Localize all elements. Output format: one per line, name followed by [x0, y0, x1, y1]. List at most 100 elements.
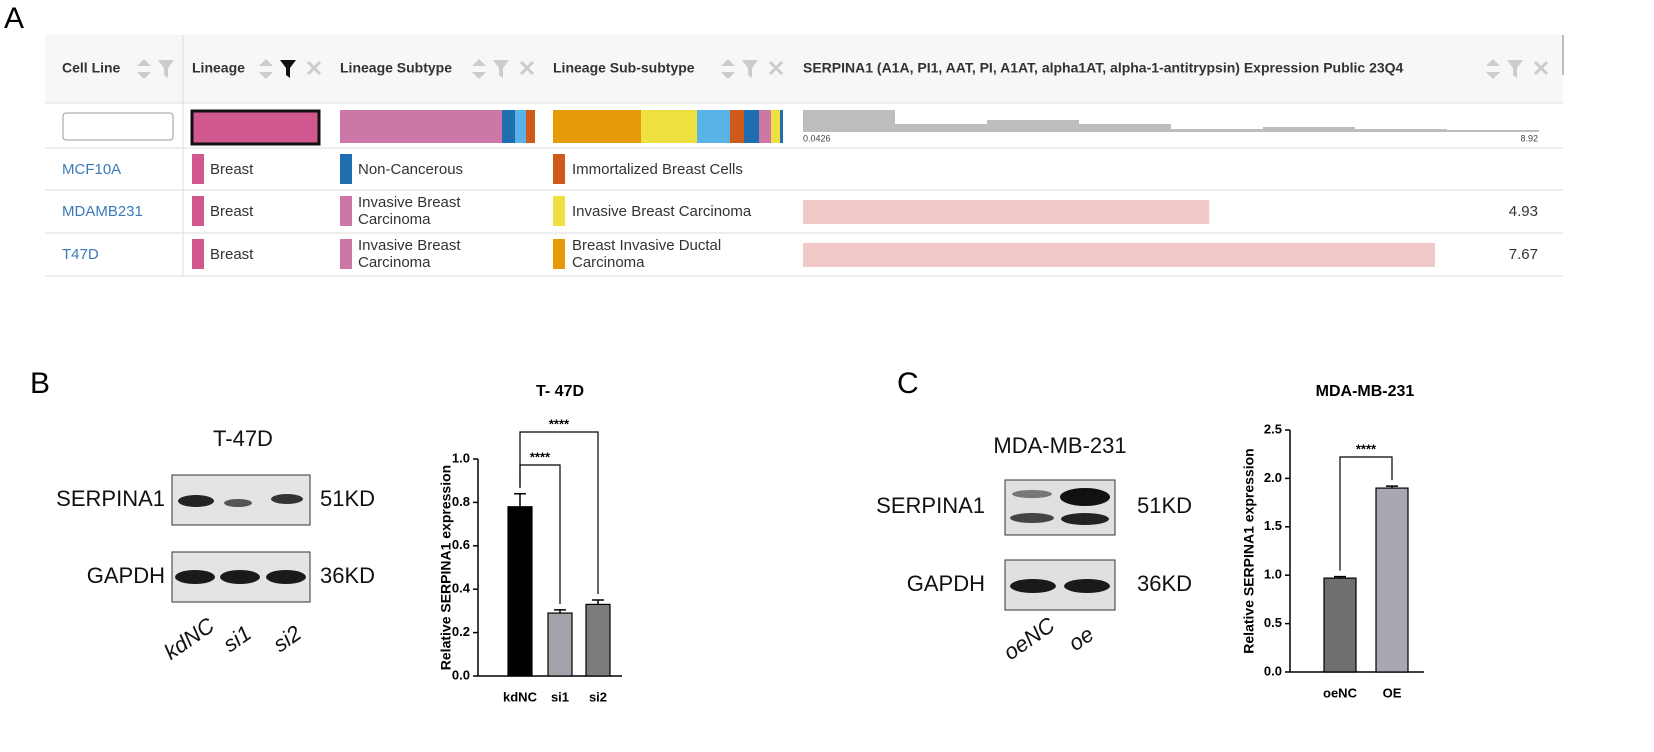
- y-axis-label: Relative SERPINA1 expression: [1241, 448, 1257, 653]
- subsubtype: Breast Invasive Ductal Carcinoma: [572, 237, 722, 271]
- chart-title: T- 47D: [536, 383, 584, 400]
- sort-filter-icons[interactable]: [137, 59, 1549, 79]
- y-axis-label: Relative SERPINA1 expression: [438, 465, 454, 670]
- lane-label: si2: [268, 620, 305, 657]
- protein-label: GAPDH: [87, 563, 165, 588]
- chart-title: MDA-MB-231: [1316, 383, 1415, 400]
- lineage: Breast: [210, 202, 254, 220]
- x-tick-label: kdNC: [503, 689, 538, 704]
- cell-line-link: MDAMB231: [62, 202, 143, 220]
- filter-input[interactable]: [62, 112, 174, 141]
- lineage-box: Breast: [210, 245, 254, 263]
- cell-line-link-box: T47D: [62, 246, 99, 263]
- subtype: Invasive Breast Carcinoma: [358, 194, 461, 228]
- lineage-swatch: [192, 154, 204, 184]
- band: [266, 570, 306, 584]
- y-tick-label: 2.0: [1264, 470, 1282, 485]
- protein-label: GAPDH: [907, 571, 985, 596]
- lane-label: oe: [1064, 621, 1098, 656]
- y-tick-label: 0.0: [452, 667, 470, 682]
- error-bar: [1386, 485, 1398, 489]
- band: [224, 499, 252, 507]
- subsubtype-filter[interactable]: [553, 110, 783, 143]
- lineage-box: Breast: [210, 202, 254, 220]
- blot-title: T-47D: [213, 426, 273, 451]
- subtype-swatch: [340, 196, 352, 226]
- lane-label: si1: [218, 620, 255, 657]
- y-tick-label: 0.4: [452, 581, 471, 596]
- y-tick-label: 0.8: [452, 494, 470, 509]
- bar: [547, 612, 573, 677]
- expression-bar: [803, 200, 1210, 224]
- cell-line-link-box: MDAMB231: [62, 202, 143, 220]
- bar: [507, 506, 533, 677]
- y-tick-label: 2.5: [1264, 421, 1282, 436]
- size-label: 36KD: [320, 563, 375, 588]
- size-label: 36KD: [1137, 571, 1192, 596]
- column-header: Lineage Sub-subtype: [553, 60, 695, 76]
- column-header: Lineage Subtype: [340, 60, 452, 76]
- y-tick-label: 0.5: [1264, 615, 1282, 630]
- subtype-box: Non-Cancerous: [358, 160, 464, 178]
- lineage-filter[interactable]: [190, 109, 321, 146]
- subsubtype-box: Breast Invasive Ductal Carcinoma: [572, 237, 722, 271]
- band: [1010, 513, 1054, 523]
- range-max: 8.92: [1520, 133, 1538, 143]
- cell-line-link-box: MCF10A: [62, 160, 122, 178]
- subsubtype-swatch: [553, 196, 565, 226]
- y-tick-label: 1.0: [1264, 567, 1282, 582]
- expression-bar: [803, 243, 1436, 267]
- lineage: Breast: [210, 160, 254, 178]
- y-tick-label: 1.0: [452, 450, 470, 465]
- size-label: 51KD: [1137, 493, 1192, 518]
- cell-line-link: MCF10A: [62, 160, 122, 178]
- bar: [1323, 577, 1357, 673]
- significance-label: ****: [549, 416, 570, 431]
- lane-label: kdNC: [159, 613, 218, 665]
- subtype-box: Invasive Breast Carcinoma: [358, 194, 461, 228]
- protein-label: SERPINA1: [876, 493, 985, 518]
- panel-label: A: [4, 2, 24, 35]
- blot-title: MDA-MB-231: [993, 433, 1126, 458]
- error-bar: [554, 609, 566, 614]
- subtype-filter[interactable]: [340, 110, 535, 143]
- size-label: 51KD: [320, 486, 375, 511]
- subtype-swatch: [340, 239, 352, 269]
- subsubtype-box: Immortalized Breast Cells: [572, 160, 743, 178]
- subsubtype-swatch: [553, 239, 565, 269]
- bar: [1375, 487, 1409, 673]
- western-blot: [1004, 479, 1116, 611]
- y-tick-label: 1.5: [1264, 518, 1282, 533]
- lineage-swatch: [192, 196, 204, 226]
- lineage: Breast: [210, 245, 254, 263]
- column-header: SERPINA1 (A1A, PI1, AAT, PI, A1AT, alpha…: [803, 60, 1404, 76]
- blot-box: [1004, 479, 1116, 536]
- bar: [585, 603, 611, 677]
- subsubtype-box: Invasive Breast Carcinoma: [572, 203, 751, 220]
- band: [178, 495, 214, 507]
- significance-bracket: [519, 431, 599, 595]
- expression-histogram[interactable]: [803, 110, 1539, 132]
- panel-label: C: [897, 367, 919, 400]
- column-header: Lineage: [192, 60, 245, 76]
- band: [1012, 490, 1052, 498]
- expression-value: 7.67: [1509, 246, 1538, 263]
- band: [1060, 488, 1110, 506]
- western-blot: [171, 474, 311, 603]
- band: [271, 494, 303, 504]
- band: [1010, 579, 1056, 593]
- expression-value: 4.93: [1509, 203, 1538, 220]
- subtype-box: Invasive Breast Carcinoma: [358, 237, 461, 271]
- subtype: Invasive Breast Carcinoma: [358, 237, 461, 271]
- error-bar: [1334, 575, 1346, 579]
- lane-label: oeNC: [999, 612, 1060, 665]
- y-tick-label: 0.2: [452, 624, 470, 639]
- lineage-box: Breast: [210, 160, 254, 178]
- range-min: 0.0426: [803, 133, 831, 143]
- x-tick-label: OE: [1383, 685, 1402, 700]
- y-tick-label: 0.6: [452, 537, 470, 552]
- subsubtype: Immortalized Breast Cells: [572, 160, 743, 178]
- x-tick-label: oeNC: [1323, 685, 1358, 700]
- subtype: Non-Cancerous: [358, 160, 464, 178]
